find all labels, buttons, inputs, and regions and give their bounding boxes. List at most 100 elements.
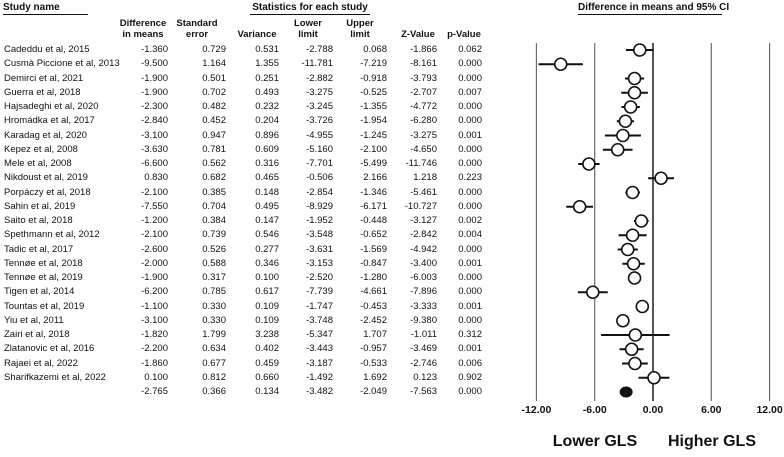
lower-limit-cell: -1.747 xyxy=(306,300,333,312)
standard-error-cell: 1.799 xyxy=(202,329,226,340)
lower-limit-cell: -2.520 xyxy=(306,272,333,283)
upper-limit-cell: -0.957 xyxy=(360,343,387,355)
difference-cell: -1.900 xyxy=(141,72,168,84)
column-header-lower-limit: Lower limit xyxy=(278,15,338,40)
study-name-cell: Spethmann et al, 2012 xyxy=(4,229,100,241)
lower-limit-cell: -3.275 xyxy=(306,86,333,98)
column-header-upper-limit: Upper limit xyxy=(330,15,390,40)
study-name-cell: Tennøe et al, 2019 xyxy=(4,272,83,283)
upper-limit-cell: -0.533 xyxy=(360,357,387,369)
p-value-cell: 0.000 xyxy=(458,272,482,283)
lower-limit-cell: -4.955 xyxy=(306,129,333,141)
difference-cell: -1.200 xyxy=(141,215,168,226)
z-value-cell: -5.461 xyxy=(410,186,437,198)
mean-marker xyxy=(616,128,630,143)
study-name-cell: Sahin et al, 2019 xyxy=(4,200,76,212)
column-header-line: limit xyxy=(350,28,370,40)
difference-cell: 0.830 xyxy=(144,172,168,184)
mean-marker xyxy=(627,71,642,86)
mean-marker xyxy=(634,214,649,228)
mean-marker xyxy=(625,228,640,243)
study-name-cell: Hajsadeghi et al, 2020 xyxy=(4,101,99,112)
study-name-cell: Demirci et al, 2021 xyxy=(4,72,84,84)
difference-cell: -1.860 xyxy=(141,357,168,369)
z-value-cell: -3.333 xyxy=(410,300,437,312)
standard-error-cell: 0.501 xyxy=(202,72,226,84)
column-header-line: limit xyxy=(298,28,318,40)
column-header-line: Standard xyxy=(176,18,218,29)
z-value-cell: -3.400 xyxy=(410,257,437,269)
column-header-line: Upper xyxy=(346,18,374,29)
p-value-cell: 0.223 xyxy=(458,172,482,184)
standard-error-cell: 0.634 xyxy=(202,343,226,355)
table-row: Guerra et al, 2018 -1.900 0.702 0.493 -3.275… xyxy=(0,86,784,100)
mean-marker xyxy=(628,328,643,342)
variance-cell: 1.355 xyxy=(255,58,279,70)
upper-limit-cell: -0.847 xyxy=(360,257,387,269)
column-header-line: Z-Value xyxy=(401,28,435,40)
difference-cell: -7.550 xyxy=(141,200,168,212)
variance-cell: 0.316 xyxy=(255,158,279,169)
column-header-line: p-Value xyxy=(447,28,481,40)
p-value-cell: 0.000 xyxy=(458,243,482,255)
ci-group-header: Difference in means and 95% CI xyxy=(578,2,730,15)
upper-limit-cell: -4.661 xyxy=(360,286,387,298)
variance-cell: 0.660 xyxy=(255,371,279,383)
p-value-cell: 0.062 xyxy=(458,44,482,55)
x-tick-label: -12.00 xyxy=(521,404,552,416)
x-tick-label: 12.00 xyxy=(756,404,783,416)
p-value-cell: 0.000 xyxy=(458,386,482,397)
upper-limit-cell: -7.219 xyxy=(360,58,387,70)
lower-limit-cell: -5.347 xyxy=(306,329,333,340)
variance-cell: 0.147 xyxy=(255,215,279,226)
difference-cell: -6.600 xyxy=(141,158,168,169)
p-value-cell: 0.000 xyxy=(458,286,482,298)
p-value-cell: 0.000 xyxy=(458,58,482,70)
standard-error-cell: 0.702 xyxy=(202,86,226,98)
variance-cell: 0.109 xyxy=(255,314,279,326)
upper-limit-cell: 1.692 xyxy=(363,371,387,383)
study-name-cell: Porpáczy et al, 2018 xyxy=(4,186,91,198)
standard-error-cell: 1.164 xyxy=(202,58,226,70)
standard-error-cell: 0.366 xyxy=(202,386,226,397)
standard-error-cell: 0.704 xyxy=(202,200,226,212)
variance-cell: 0.277 xyxy=(255,243,279,255)
table-row: Spethmann et al, 2012 -2.100 0.739 0.546 -3.… xyxy=(0,228,784,242)
upper-limit-cell: -0.448 xyxy=(360,215,387,226)
variance-cell: 0.617 xyxy=(255,286,279,298)
table-row: Rajaei et al, 2022 -1.860 0.677 0.459 -3.187… xyxy=(0,357,784,371)
column-header-p-value: p-Value xyxy=(434,15,494,40)
mean-marker xyxy=(626,256,641,271)
upper-limit-cell: -1.954 xyxy=(360,115,387,127)
study-name-cell: Kepez et al, 2008 xyxy=(4,143,78,155)
mean-marker xyxy=(623,100,638,114)
upper-limit-cell: -1.346 xyxy=(360,186,387,198)
variance-cell: 0.100 xyxy=(255,272,279,283)
variance-cell: 0.896 xyxy=(255,129,279,141)
x-tick-label: 0.00 xyxy=(642,404,664,416)
standard-error-cell: 0.317 xyxy=(202,272,226,283)
difference-cell: -1.360 xyxy=(141,44,168,55)
axis-label-higher-gls: Higher GLS xyxy=(667,433,756,450)
difference-cell: -2.100 xyxy=(141,186,168,198)
mean-marker xyxy=(654,171,668,186)
table-row: Zlatanovic et al, 2016 -2.200 0.634 0.402 -3… xyxy=(0,342,784,356)
mean-marker xyxy=(627,85,642,100)
standard-error-cell: 0.588 xyxy=(202,257,226,269)
lower-limit-cell: -3.748 xyxy=(306,314,333,326)
study-name-cell: Hromádka et al, 2017 xyxy=(4,115,95,127)
difference-cell: 0.100 xyxy=(144,371,168,383)
difference-cell: -2.300 xyxy=(141,101,168,112)
standard-error-cell: 0.947 xyxy=(202,129,226,141)
standard-error-cell: 0.452 xyxy=(202,115,226,127)
upper-limit-cell: -1.569 xyxy=(360,243,387,255)
difference-cell: -2.000 xyxy=(141,257,168,269)
p-value-cell: 0.002 xyxy=(458,215,482,226)
lower-limit-cell: -3.153 xyxy=(306,257,333,269)
upper-limit-cell: -1.280 xyxy=(360,272,387,283)
study-name-header: Study name xyxy=(3,2,88,15)
column-header-variance: Variance xyxy=(227,15,287,40)
variance-cell: 0.109 xyxy=(255,300,279,312)
upper-limit-cell: -1.355 xyxy=(360,101,387,112)
lower-limit-cell: -3.245 xyxy=(306,101,333,112)
